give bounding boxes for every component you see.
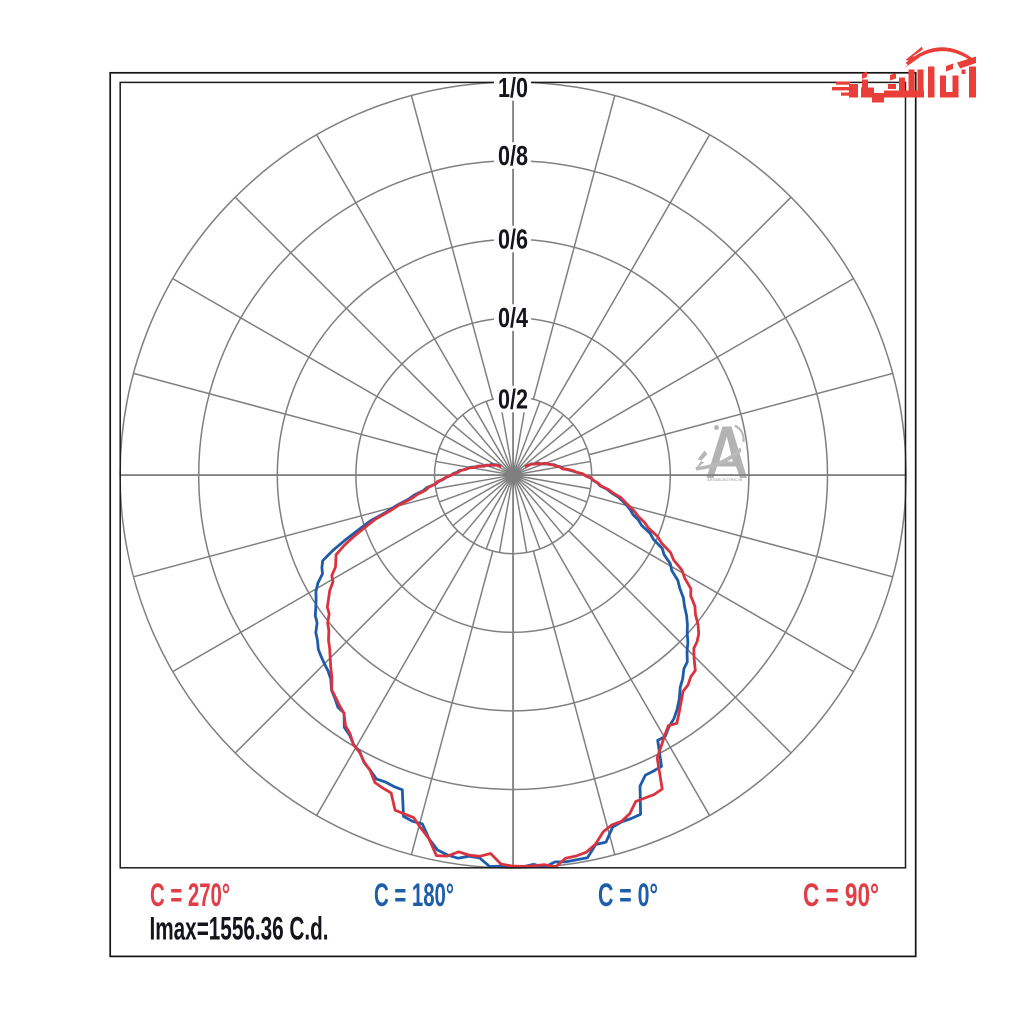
svg-text:0/6: 0/6 [498,224,528,255]
svg-text:ARTAELECTRIC.IR: ARTAELECTRIC.IR [707,477,743,482]
svg-text:0/8: 0/8 [498,140,528,171]
svg-text:C = 180°: C = 180° [374,877,454,913]
svg-text:1/0: 1/0 [498,72,528,103]
svg-text:C = 0°: C = 0° [598,877,658,913]
svg-text:0/2: 0/2 [498,384,528,415]
svg-text:0/4: 0/4 [498,302,529,333]
svg-text:Imax=1556.36 C.d.: Imax=1556.36 C.d. [150,911,329,947]
svg-text:C = 90°: C = 90° [803,877,879,913]
svg-text:C = 270°: C = 270° [150,877,230,913]
